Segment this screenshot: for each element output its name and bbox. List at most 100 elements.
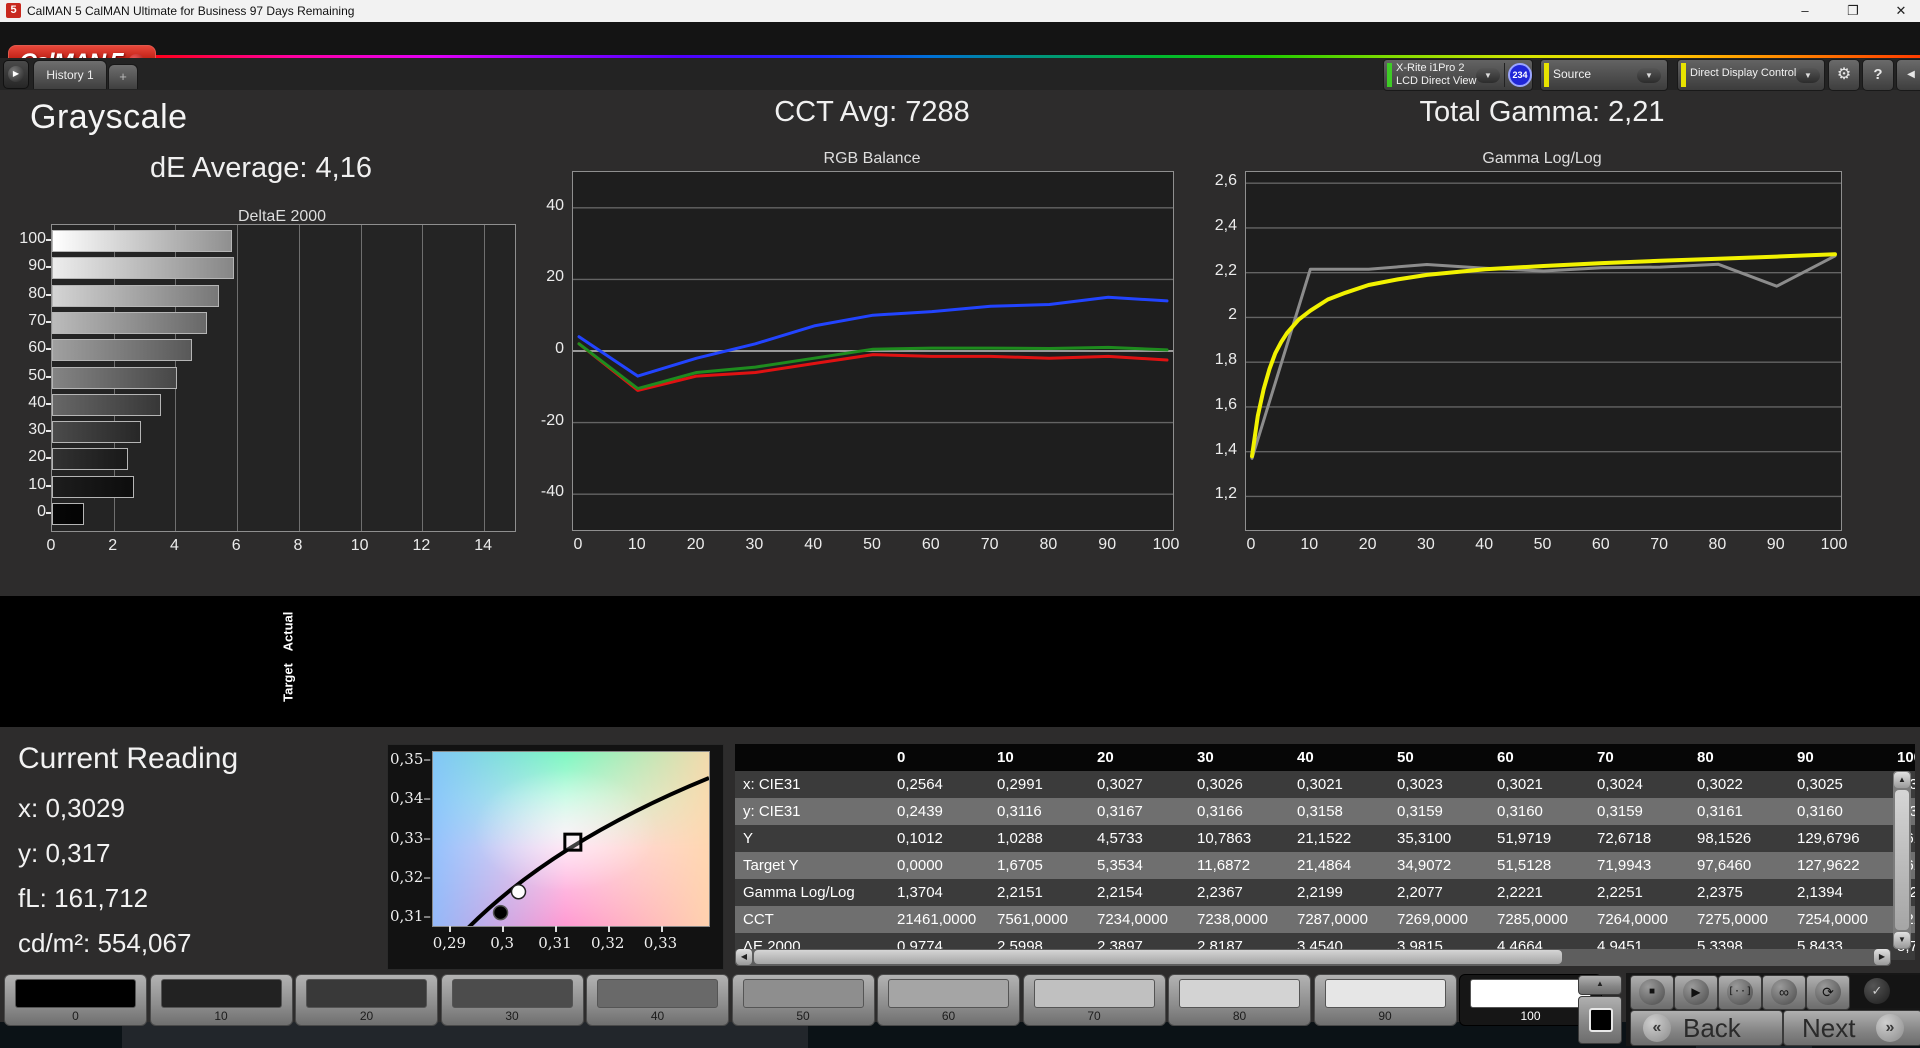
stop-button[interactable]: ■ [1630, 975, 1674, 1010]
pattern-panel-up-button[interactable]: ▲ [1578, 975, 1622, 995]
table-cell[interactable]: 0,3159 [1397, 803, 1443, 820]
scroll-up-icon[interactable]: ▲ [1894, 772, 1910, 788]
table-cell[interactable]: 0,3025 [1797, 776, 1843, 793]
table-cell[interactable]: 0,3166 [1197, 803, 1243, 820]
table-cell[interactable]: 0,3027 [1097, 776, 1143, 793]
chevron-down-icon[interactable]: ▼ [1637, 68, 1661, 83]
table-cell[interactable]: 2,2151 [997, 884, 1043, 901]
table-cell[interactable]: 0,3116 [997, 803, 1042, 820]
table-cell[interactable]: 0,3021 [1297, 776, 1343, 793]
settings-button[interactable]: ⚙ [1828, 59, 1860, 91]
table-cell[interactable]: 0,3022 [1697, 776, 1743, 793]
table-cell[interactable]: 71,9943 [1597, 857, 1652, 874]
vscroll-thumb[interactable] [1895, 790, 1909, 930]
display-control-dropdown[interactable]: Direct Display Control ▼ [1677, 59, 1825, 91]
table-cell[interactable]: 1,3704 [897, 884, 943, 901]
chevron-down-icon[interactable]: ▼ [1476, 68, 1500, 83]
table-cell[interactable]: 35,3100 [1397, 830, 1452, 847]
table-hscrollbar[interactable]: ◀ ▶ [735, 949, 1891, 966]
table-cell[interactable]: 0,3160 [1797, 803, 1843, 820]
pattern-button-90[interactable]: 90 [1313, 974, 1457, 1026]
table-cell[interactable]: 0,3160 [1497, 803, 1543, 820]
tab-history-1[interactable]: History 1 [33, 60, 107, 89]
table-cell[interactable]: 21,4864 [1297, 857, 1352, 874]
table-cell[interactable]: 1,6705 [997, 857, 1043, 874]
table-cell[interactable]: 2,2251 [1597, 884, 1643, 901]
table-cell[interactable]: 7238,0000 [1197, 911, 1268, 928]
scroll-left-icon[interactable]: ◀ [736, 949, 752, 965]
table-cell[interactable]: 0,2439 [897, 803, 943, 820]
table-cell[interactable]: 97,6460 [1697, 857, 1752, 874]
table-cell[interactable]: 7561,0000 [997, 911, 1068, 928]
pattern-button-80[interactable]: 80 [1168, 974, 1311, 1026]
table-cell[interactable]: 0,3167 [1097, 803, 1143, 820]
add-tab-button[interactable]: + [108, 64, 138, 89]
back-button[interactable]: « Back [1630, 1010, 1783, 1046]
pattern-button-70[interactable]: 70 [1022, 974, 1166, 1026]
reading-count-badge[interactable]: 234 [1508, 63, 1532, 87]
table-cell[interactable]: 10,7863 [1197, 830, 1252, 847]
table-cell[interactable]: 1,0288 [997, 830, 1043, 847]
pattern-button-60[interactable]: 60 [877, 974, 1020, 1026]
table-cell[interactable]: 0,3023 [1397, 776, 1443, 793]
minimize-button[interactable]: – [1801, 3, 1809, 18]
layout-nav-button[interactable]: ▶ [3, 60, 29, 89]
restore-button[interactable]: ❐ [1847, 3, 1859, 18]
continuous-measure-button[interactable]: ∞ [1762, 975, 1806, 1010]
pattern-button-0[interactable]: 0 [4, 974, 147, 1026]
table-cell[interactable]: 0,1012 [897, 830, 943, 847]
table-cell[interactable]: 0,2991 [997, 776, 1043, 793]
table-cell[interactable]: 0,3161 [1697, 803, 1743, 820]
pattern-button-100[interactable]: 100 [1459, 974, 1602, 1026]
table-cell[interactable]: 7269,0000 [1397, 911, 1468, 928]
pattern-button-20[interactable]: 20 [295, 974, 438, 1026]
table-cell[interactable]: 21,1522 [1297, 830, 1352, 847]
chevron-down-icon[interactable]: ▼ [1796, 68, 1820, 83]
table-cell[interactable]: 51,9719 [1497, 830, 1552, 847]
close-button[interactable]: ✕ [1895, 3, 1907, 18]
table-cell[interactable]: 2,2375 [1697, 884, 1743, 901]
table-cell[interactable]: 2,2199 [1297, 884, 1343, 901]
table-cell[interactable]: 0,0000 [897, 857, 943, 874]
table-cell[interactable]: 7285,0000 [1497, 911, 1568, 928]
table-cell[interactable]: 127,9622 [1797, 857, 1860, 874]
table-cell[interactable]: 0,3158 [1297, 803, 1343, 820]
table-cell[interactable]: 5,3534 [1097, 857, 1143, 874]
table-cell[interactable]: 21461,0000 [897, 911, 977, 928]
table-cell[interactable]: 2,2077 [1397, 884, 1443, 901]
table-cell[interactable]: 98,1526 [1697, 830, 1752, 847]
pattern-button-30[interactable]: 30 [440, 974, 584, 1026]
table-vscrollbar[interactable]: ▲ ▼ [1893, 771, 1911, 949]
pattern-button-50[interactable]: 50 [731, 974, 875, 1026]
table-cell[interactable]: 72,6718 [1597, 830, 1652, 847]
source-dropdown[interactable]: Source ▼ [1540, 59, 1668, 91]
pattern-window-button[interactable] [1578, 996, 1622, 1044]
table-cell[interactable]: 7254,0000 [1797, 911, 1868, 928]
single-measure-button[interactable]: [··] [1718, 975, 1762, 1010]
hscroll-thumb[interactable] [754, 950, 1562, 964]
table-cell[interactable]: 129,6796 [1797, 830, 1860, 847]
help-button[interactable]: ? [1862, 59, 1894, 91]
scroll-right-icon[interactable]: ▶ [1874, 949, 1890, 965]
next-button[interactable]: Next » [1783, 1010, 1920, 1046]
collapse-panel-button[interactable]: ◀ [1896, 59, 1920, 91]
table-cell[interactable]: 4,5733 [1097, 830, 1143, 847]
pattern-button-10[interactable]: 10 [149, 974, 293, 1026]
table-cell[interactable]: 2,2154 [1097, 884, 1143, 901]
scroll-down-icon[interactable]: ▼ [1894, 932, 1910, 948]
table-cell[interactable]: 2,2221 [1497, 884, 1543, 901]
table-cell[interactable]: 7287,0000 [1297, 911, 1368, 928]
table-cell[interactable]: 7275,0000 [1697, 911, 1768, 928]
table-cell[interactable]: 2,1394 [1797, 884, 1843, 901]
table-cell[interactable]: 0,3021 [1497, 776, 1543, 793]
table-cell[interactable]: 11,6872 [1197, 857, 1251, 874]
play-button[interactable]: ▶ [1674, 975, 1718, 1010]
table-cell[interactable]: 0,3026 [1197, 776, 1243, 793]
table-cell[interactable]: 7264,0000 [1597, 911, 1668, 928]
table-cell[interactable]: 0,3024 [1597, 776, 1643, 793]
accept-button[interactable]: ✓ [1850, 975, 1920, 1008]
table-cell[interactable]: 51,5128 [1497, 857, 1552, 874]
table-cell[interactable]: 7234,0000 [1097, 911, 1168, 928]
table-cell[interactable]: 34,9072 [1397, 857, 1452, 874]
table-cell[interactable]: 0,2564 [897, 776, 943, 793]
